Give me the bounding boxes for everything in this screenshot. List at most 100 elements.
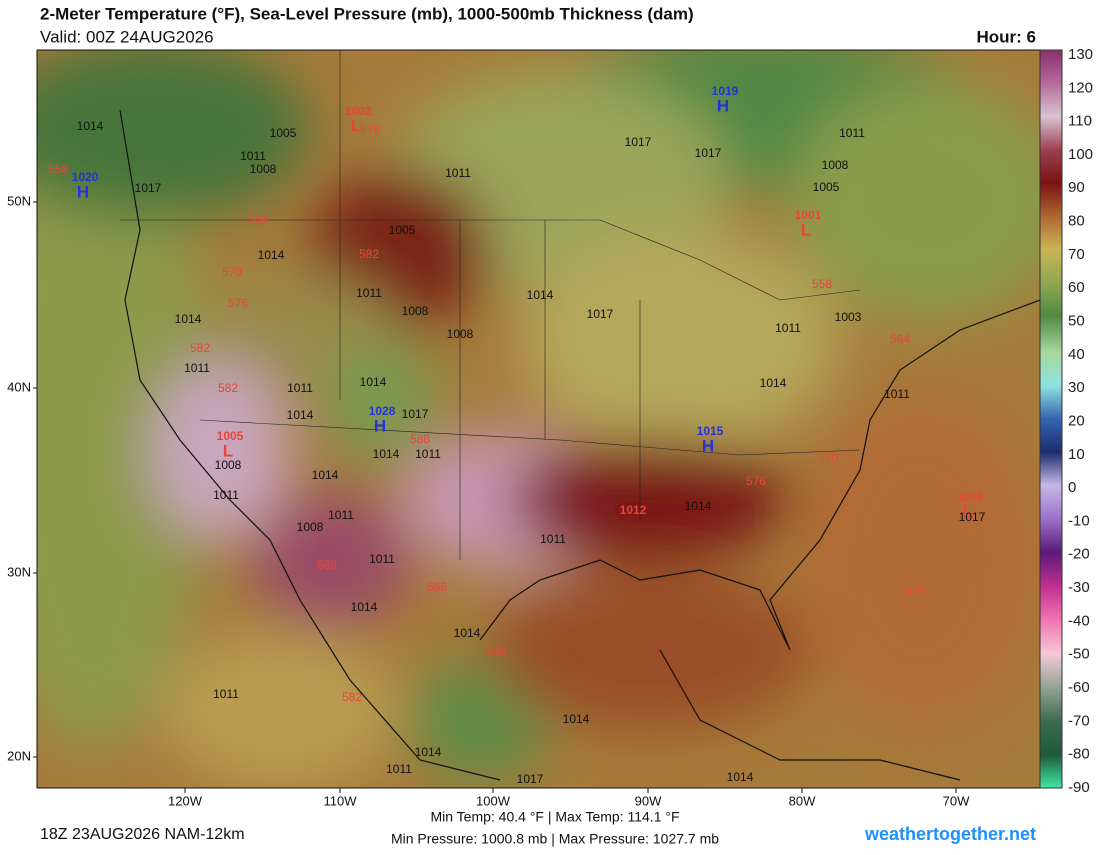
isobar-label: 1011	[240, 149, 266, 163]
isobar-label: 1008	[447, 327, 474, 341]
latitude-label: 40N	[7, 379, 31, 394]
isobar-label: 1011	[184, 361, 210, 375]
pressure-center-letter: L	[801, 220, 811, 239]
isobar-label: 1017	[695, 146, 722, 160]
thickness-label: 576	[228, 296, 248, 310]
model-run: 18Z 23AUG2026 NAM-12km	[40, 826, 245, 843]
thickness-label: 576	[905, 585, 925, 599]
colorbar-tick-label: 70	[1068, 246, 1085, 263]
colorbar-tick-label: -10	[1068, 512, 1090, 529]
isobar-label: 1011	[213, 687, 239, 701]
thickness-label: 588	[427, 580, 447, 594]
longitude-label: 90W	[635, 793, 662, 808]
low-pressure-label: 1012	[620, 503, 647, 517]
thickness-label: 588	[486, 644, 506, 658]
thickness-label: 582	[190, 341, 210, 355]
thickness-label: 570	[818, 451, 838, 465]
isobar-label: 1014	[527, 288, 554, 302]
colorbar-tick-label: -90	[1068, 779, 1090, 796]
colorbar-tick-label: -20	[1068, 546, 1090, 563]
isobar-label: 1014	[360, 375, 387, 389]
temperature-range: Min Temp: 40.4 °F | Max Temp: 114.1 °F	[430, 809, 679, 825]
isobar-label: 1008	[402, 304, 429, 318]
isobar-label: 1003	[835, 310, 862, 324]
thickness-label: 570	[222, 265, 242, 279]
isobar-label: 1017	[959, 510, 986, 524]
isobar-label: 1014	[454, 626, 481, 640]
site-name: weathertogether.net	[864, 824, 1036, 844]
thickness-label: 558	[48, 162, 68, 176]
longitude-label: 110W	[324, 793, 358, 808]
latitude-label: 50N	[7, 193, 31, 208]
isobar-label: 1011	[356, 286, 382, 300]
isobar-label: 1005	[813, 180, 840, 194]
pressure-center-letter: H	[374, 416, 386, 435]
isobar-label: 1011	[328, 508, 354, 522]
thickness-label: 582	[218, 381, 238, 395]
pressure-center-letter: H	[702, 436, 714, 455]
temperature-field	[37, 50, 1040, 788]
pressure-center-value: 1005	[217, 429, 244, 443]
isobar-label: 1014	[373, 447, 400, 461]
longitude-label: 70W	[943, 793, 970, 808]
thickness-label: 588	[410, 432, 430, 446]
latitude-label: 30N	[7, 564, 31, 579]
forecast-hour: Hour: 6	[977, 27, 1037, 46]
isobar-label: 1014	[760, 376, 787, 390]
thickness-label: 564	[248, 212, 268, 226]
borders	[120, 50, 861, 560]
isobar-label: 1011	[775, 321, 801, 335]
colorbar-tick-label: -70	[1068, 712, 1090, 729]
isobar-label: 1011	[287, 381, 313, 395]
colorbar-tick-label: 90	[1068, 179, 1085, 196]
colorbar-tick-label: 130	[1068, 46, 1093, 63]
pressure-center-value: 1019	[712, 84, 739, 98]
isobar-label: 1017	[587, 307, 614, 321]
colorbar-tick-label: -30	[1068, 579, 1090, 596]
isobar-label: 1011	[540, 532, 566, 546]
pressure-center-value: 1002	[345, 104, 372, 118]
isobar-label: 1011	[415, 447, 441, 461]
isobar-label: 1011	[369, 552, 395, 566]
map	[37, 50, 1040, 788]
isobar-label: 1017	[625, 135, 652, 149]
colorbar-tick-label: 80	[1068, 213, 1085, 230]
isobar-label: 1014	[685, 499, 712, 513]
pressure-center-value: 1001	[795, 208, 822, 222]
pressure-center-letter: L	[351, 116, 361, 135]
isobar-label: 1011	[445, 166, 471, 180]
isobar-label: 1014	[351, 600, 378, 614]
isobar-label: 1014	[312, 468, 339, 482]
pressure-center-value: 1020	[72, 170, 99, 184]
pressure-center-letter: H	[77, 182, 89, 201]
thickness-label: 588	[317, 558, 337, 572]
isobar-label: 1014	[727, 770, 754, 784]
colorbar-tick-label: 120	[1068, 79, 1093, 96]
colorbar-tick-label: -50	[1068, 646, 1090, 663]
isobar-label: 1008	[215, 458, 242, 472]
colorbar-tick-label: 60	[1068, 279, 1085, 296]
valid-time: Valid: 00Z 24AUG2026	[40, 27, 214, 46]
colorbar-tick-label: 10	[1068, 446, 1085, 463]
thickness-label: 564	[890, 332, 910, 346]
isobar-label: 1014	[287, 408, 314, 422]
isobar-label: 1014	[563, 712, 590, 726]
pressure-center-value: 1028	[369, 404, 396, 418]
pressure-center-letter: L	[223, 441, 233, 460]
isobar-label: 1014	[77, 119, 104, 133]
isobar-label: 1008	[822, 158, 849, 172]
isobar-label: 1008	[297, 520, 324, 534]
thickness-label: 582	[359, 247, 379, 261]
isobar-label: 1011	[839, 126, 865, 140]
graticule-labels: 50N 40N 30N 20N 120W 110W 100W 90W 80W 70W	[7, 193, 970, 808]
thickness-label: 576	[360, 123, 380, 137]
isobar-label: 1005	[270, 126, 297, 140]
thickness-label: 582	[342, 690, 362, 704]
colorbar	[1039, 49, 1063, 789]
colorbar-tick-label: 50	[1068, 313, 1085, 330]
colorbar-tick-label: 40	[1068, 346, 1085, 363]
longitude-label: 120W	[168, 793, 203, 808]
pressure-center-value: 1015	[697, 424, 724, 438]
